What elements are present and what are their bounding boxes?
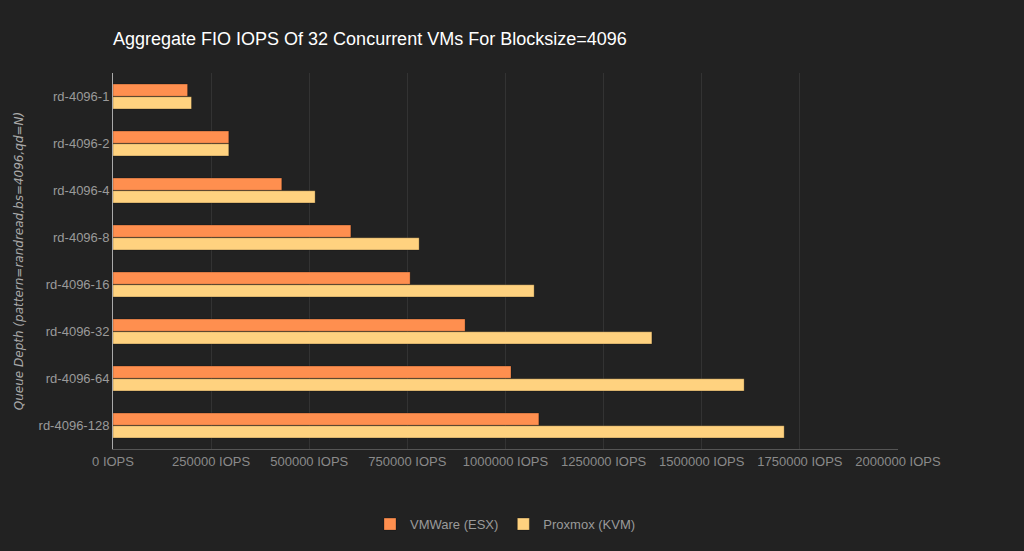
svg-text:Queue Depth (pattern=randread,: Queue Depth (pattern=randread,bs=4096,qd… (12, 112, 26, 410)
svg-text:2000000 IOPS: 2000000 IOPS (855, 454, 941, 469)
svg-text:rd-4096-128: rd-4096-128 (39, 418, 110, 433)
svg-text:250000 IOPS: 250000 IOPS (172, 454, 250, 469)
svg-text:500000 IOPS: 500000 IOPS (270, 454, 348, 469)
svg-text:1750000 IOPS: 1750000 IOPS (757, 454, 843, 469)
svg-text:rd-4096-64: rd-4096-64 (46, 371, 110, 386)
svg-text:rd-4096-8: rd-4096-8 (53, 230, 109, 245)
svg-text:Aggregate FIO IOPS Of 32 Concu: Aggregate FIO IOPS Of 32 Concurrent VMs … (113, 29, 627, 49)
svg-text:1000000 IOPS: 1000000 IOPS (463, 454, 549, 469)
svg-text:rd-4096-16: rd-4096-16 (46, 277, 110, 292)
svg-text:rd-4096-32: rd-4096-32 (46, 324, 110, 339)
svg-text:rd-4096-1: rd-4096-1 (53, 89, 109, 104)
svg-text:0 IOPS: 0 IOPS (92, 454, 134, 469)
svg-text:rd-4096-2: rd-4096-2 (53, 136, 109, 151)
svg-text:Proxmox (KVM): Proxmox (KVM) (543, 517, 635, 532)
svg-text:1500000 IOPS: 1500000 IOPS (659, 454, 745, 469)
svg-text:750000 IOPS: 750000 IOPS (368, 454, 446, 469)
svg-text:rd-4096-4: rd-4096-4 (53, 183, 109, 198)
svg-text:1250000 IOPS: 1250000 IOPS (561, 454, 647, 469)
svg-text:VMWare (ESX): VMWare (ESX) (410, 517, 498, 532)
